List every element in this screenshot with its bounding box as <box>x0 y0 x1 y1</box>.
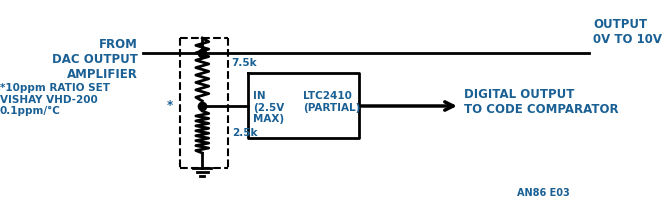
Text: FROM
DAC OUTPUT
AMPLIFIER: FROM DAC OUTPUT AMPLIFIER <box>52 38 138 81</box>
Text: LTC2410
(PARTIAL): LTC2410 (PARTIAL) <box>303 91 361 113</box>
Text: DIGITAL OUTPUT
TO CODE COMPARATOR: DIGITAL OUTPUT TO CODE COMPARATOR <box>464 88 619 116</box>
Text: OUTPUT
0V TO 10V: OUTPUT 0V TO 10V <box>593 18 662 46</box>
Text: 7.5k: 7.5k <box>231 58 257 68</box>
Text: *10ppm RATIO SET
VISHAY VHD-200
0.1ppm/°C: *10ppm RATIO SET VISHAY VHD-200 0.1ppm/°… <box>0 83 110 116</box>
Text: IN
(2.5V
MAX): IN (2.5V MAX) <box>253 91 284 124</box>
Text: *: * <box>167 99 174 112</box>
Text: AN86 E03: AN86 E03 <box>517 188 570 198</box>
Text: 2.5k: 2.5k <box>231 128 257 138</box>
